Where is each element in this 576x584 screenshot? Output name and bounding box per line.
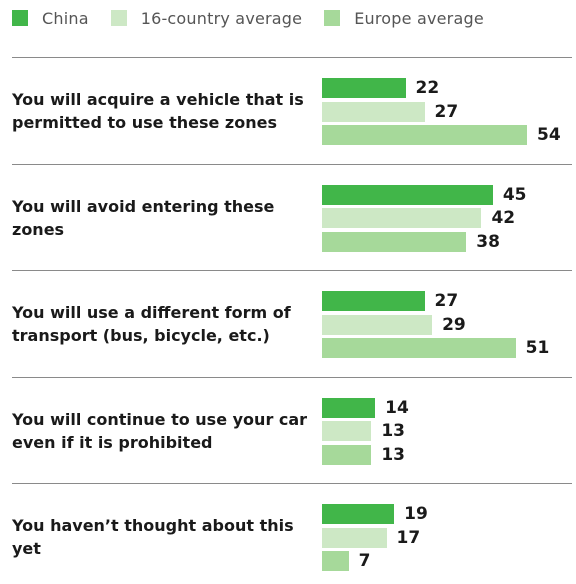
category-label: You will use a different form of transpo… — [12, 303, 291, 345]
data-label: 38 — [476, 231, 500, 252]
data-label: 13 — [381, 444, 406, 465]
bar — [322, 527, 387, 548]
legend-label: Europe average — [354, 8, 484, 28]
data-label: 27 — [434, 101, 459, 122]
category-label: You will avoid entering these zones — [12, 196, 275, 239]
data-label: 42 — [491, 208, 516, 228]
bar — [322, 101, 425, 122]
group-divider — [12, 483, 572, 484]
group-divider — [12, 164, 572, 165]
data-label: 29 — [442, 314, 466, 335]
bar — [322, 291, 425, 311]
data-label: 17 — [396, 527, 421, 548]
data-label: 22 — [415, 78, 440, 98]
bar — [322, 397, 376, 418]
data-label: 7 — [358, 551, 371, 571]
legend-swatch — [324, 10, 341, 26]
data-label: 51 — [525, 338, 550, 358]
legend-item: China — [12, 9, 89, 28]
bar — [322, 421, 372, 441]
data-label: 14 — [385, 397, 409, 418]
category-label: You will acquire a vehicle that is permi… — [12, 90, 304, 132]
category-label: You will continue to use your car even i… — [12, 409, 308, 452]
bar — [322, 504, 395, 524]
bar — [322, 338, 516, 358]
chart-legend: China 16-country average Europe average — [12, 8, 506, 28]
bar — [322, 125, 527, 145]
category-label: You haven’t thought about this yet — [12, 516, 294, 558]
legend-swatch — [110, 10, 127, 26]
group-divider — [12, 377, 572, 378]
data-label: 19 — [404, 504, 428, 524]
data-label: 27 — [434, 291, 459, 311]
legend-swatch — [12, 10, 28, 26]
legend-item: 16-country average — [110, 8, 303, 28]
bar — [322, 444, 372, 465]
bar — [322, 314, 433, 335]
data-label: 13 — [381, 421, 406, 441]
group-divider — [12, 57, 572, 58]
data-label: 54 — [537, 125, 561, 145]
bar — [322, 184, 493, 205]
bar — [322, 208, 482, 228]
data-label: 45 — [502, 184, 527, 205]
legend-label: China — [42, 8, 89, 28]
bar — [322, 551, 349, 571]
legend-item: Europe average — [324, 9, 484, 28]
bar — [322, 231, 467, 252]
legend-label: 16-country average — [140, 8, 303, 28]
bar — [322, 78, 406, 98]
group-divider — [12, 270, 572, 271]
